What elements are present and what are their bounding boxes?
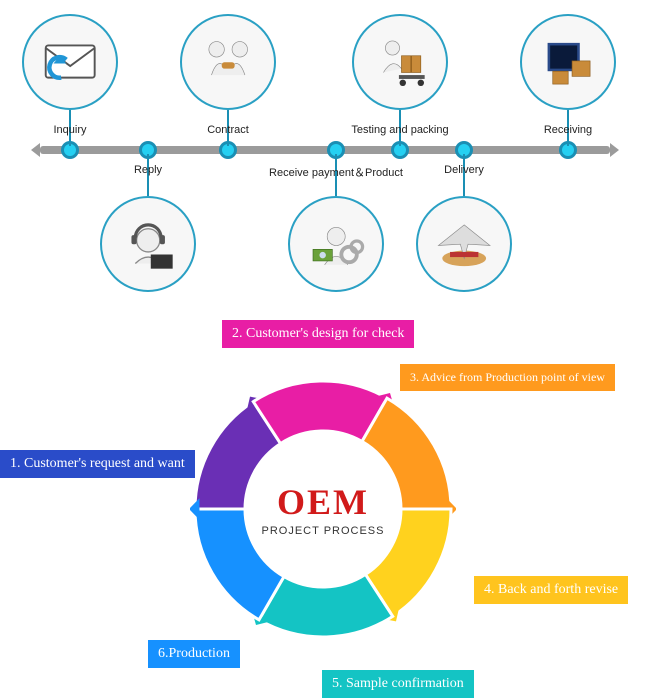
timeline-label: Contract [207, 124, 249, 136]
oem-step-badge: 1. Customer's request and want [0, 450, 195, 478]
timeline-label: Receive payment＆Product [269, 164, 403, 180]
timeline-stage-money [288, 196, 384, 292]
timeline-label: Testing and packing [351, 124, 448, 136]
timeline-stage-handshake [180, 14, 276, 110]
timeline-label: Inquiry [53, 124, 86, 136]
timeline-axis [40, 146, 610, 154]
timeline-stage-headset [100, 196, 196, 292]
oem-step-badge: 4. Back and forth revise [474, 576, 628, 604]
oem-step-badge: 5. Sample confirmation [322, 670, 474, 698]
oem-step-badge: 3. Advice from Production point of view [400, 364, 615, 391]
oem-step-badge: 6.Production [148, 640, 240, 668]
timeline-stage-warehouse [520, 14, 616, 110]
oem-center: OEM PROJECT PROCESS [262, 481, 385, 537]
oem-step-badge: 2. Customer's design for check [222, 320, 414, 348]
timeline-stage-box [352, 14, 448, 110]
timeline-label: Receiving [544, 124, 592, 136]
oem-center-title: OEM [262, 481, 385, 523]
oem-process: OEM PROJECT PROCESS 1. Customer's reques… [0, 320, 646, 697]
timeline-stage-mail [22, 14, 118, 110]
process-timeline: Inquiry Reply Contract Receive payment＆Prod… [0, 0, 646, 310]
oem-center-subtitle: PROJECT PROCESS [262, 525, 385, 537]
timeline-label: Reply [134, 164, 162, 176]
timeline-label: Delivery [444, 164, 484, 176]
timeline-stage-plane [416, 196, 512, 292]
